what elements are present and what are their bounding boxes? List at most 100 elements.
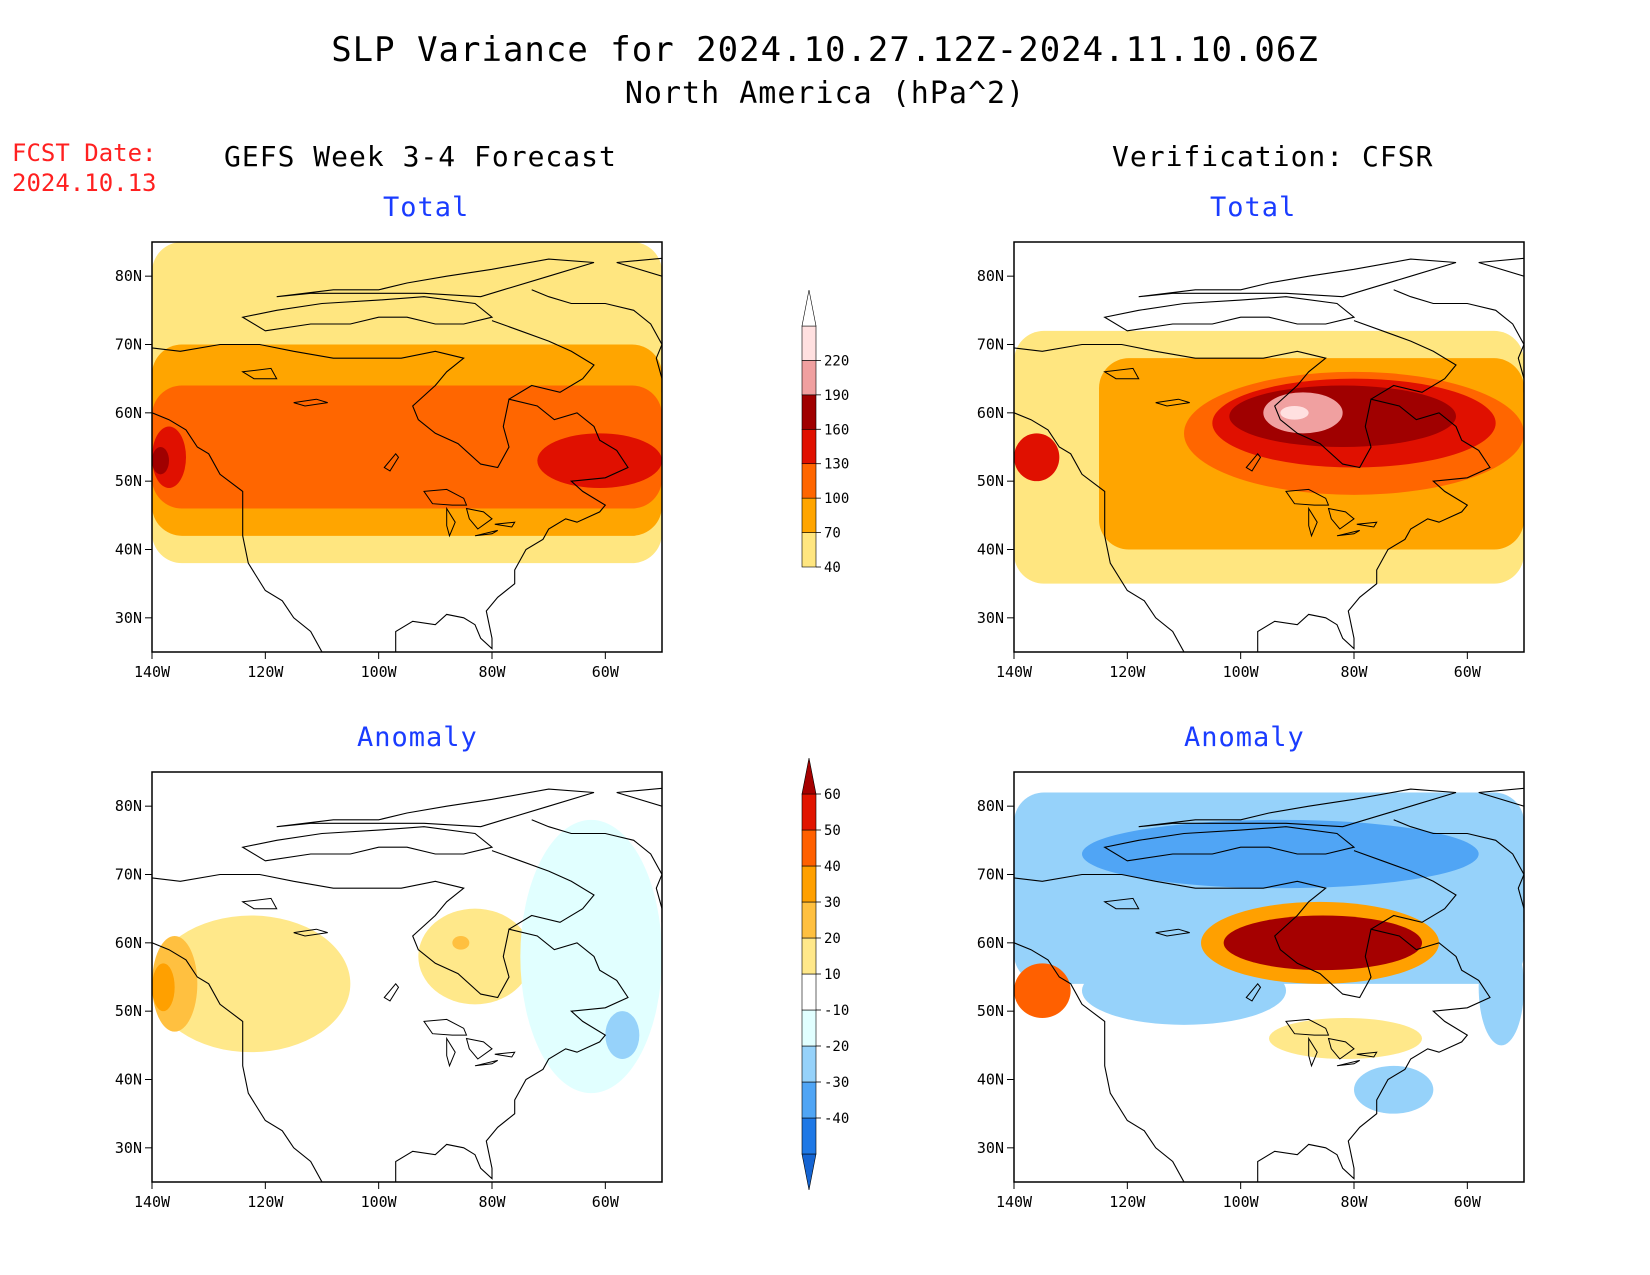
lake-outline [293, 928, 328, 937]
lake-outline [1336, 1059, 1360, 1067]
colorbar-label: 100 [824, 491, 849, 507]
colorbar-segment [801, 973, 817, 1011]
lat-tick-label: 40N [115, 541, 142, 559]
contour-region [152, 915, 351, 1053]
colorbar-label: 70 [824, 526, 841, 542]
lake-outline [1103, 897, 1140, 910]
lake-outline [1308, 506, 1318, 538]
forecast-date-block: FCST Date: 2024.10.13 [12, 138, 157, 198]
lat-tick-label: 70N [115, 866, 142, 884]
contour-region [152, 385, 662, 509]
arctic-island-outline [1138, 258, 1457, 298]
lake-outline [423, 1018, 468, 1036]
colorbar-label: -10 [824, 1003, 849, 1019]
hudson-strait-coast [491, 850, 595, 930]
map-panel-3 [1014, 772, 1524, 1182]
east-coastline [152, 873, 629, 1182]
lon-tick-label: 140W [134, 663, 171, 681]
colorbar-segment [801, 463, 817, 499]
lat-tick-label: 70N [115, 336, 142, 354]
colorbar-label: -30 [824, 1075, 849, 1091]
lat-tick-label: 30N [115, 1139, 142, 1157]
contour-region [1354, 1065, 1434, 1114]
contour-region [1082, 819, 1479, 889]
map-frame [151, 241, 663, 653]
anomaly-colorbar: -40 -30 -20 -10 10 20 30 40 50 60 [801, 757, 849, 1191]
contour-region [537, 433, 662, 488]
lake-outline [446, 1036, 456, 1068]
colorbar-label: 40 [824, 560, 841, 576]
lon-tick-label: 80W [478, 1193, 506, 1211]
colorbar-label: 50 [824, 823, 841, 839]
lon-tick-label: 140W [996, 663, 1033, 681]
left-column-heading: GEFS Week 3-4 Forecast [224, 140, 617, 173]
fcst-date-value: 2024.10.13 [12, 169, 157, 197]
lat-tick-label: 70N [977, 866, 1004, 884]
figure-subtitle: North America (hPa^2) [624, 76, 1026, 111]
lon-tick-label: 80W [1340, 663, 1368, 681]
contour-region [1014, 433, 1060, 482]
lat-tick-label: 50N [977, 472, 1004, 490]
contour-region [520, 819, 662, 1094]
lat-tick-label: 50N [115, 1002, 142, 1020]
colorbar-segment [801, 1009, 817, 1047]
map-panel-1 [1014, 242, 1524, 652]
lake-outline [1327, 507, 1355, 530]
colorbar-label: -40 [824, 1111, 849, 1127]
contour-region [418, 908, 532, 1005]
colorbar-label: 220 [824, 353, 849, 369]
colorbar-segment [801, 360, 817, 396]
east-coastline [1014, 873, 1491, 1182]
colorbar-segment [801, 865, 817, 903]
lake-outline [446, 506, 456, 538]
colorbar-segment [801, 1045, 817, 1083]
arctic-island-outline [276, 258, 595, 298]
colorbar-segment [801, 394, 817, 430]
lon-tick-label: 60W [1454, 663, 1482, 681]
contour-region [152, 447, 169, 475]
verification-anomaly-title: Anomaly [1184, 722, 1305, 753]
greenland-coast [531, 289, 662, 393]
west-coastline [152, 412, 323, 652]
lake-outline [1285, 488, 1330, 506]
forecast-total-title: Total [383, 192, 470, 223]
colorbar-segment [801, 428, 817, 465]
contour-region [1082, 956, 1286, 1025]
colorbar-segment [801, 937, 817, 975]
lat-tick-label: 70N [977, 336, 1004, 354]
lat-tick-label: 60N [115, 934, 142, 952]
lat-tick-label: 50N [977, 1002, 1004, 1020]
west-coastline [1014, 412, 1185, 652]
colorbar-segment [801, 497, 817, 533]
contour-region [452, 936, 470, 950]
hudson-strait-coast [1353, 850, 1457, 930]
colorbar-label: 60 [824, 787, 841, 803]
contour-region [152, 963, 175, 1012]
lon-tick-label: 120W [1109, 663, 1146, 681]
lon-tick-label: 120W [247, 1193, 284, 1211]
lake-outline [1356, 521, 1378, 528]
lake-outline [465, 1037, 493, 1060]
colorbar-label: 160 [824, 422, 849, 438]
lake-outline [1155, 928, 1190, 937]
lake-outline [383, 983, 400, 1002]
colorbar-segment [801, 1081, 817, 1119]
lake-outline [494, 521, 516, 528]
colorbar-segment [801, 901, 817, 939]
figure-title: SLP Variance for 2024.10.27.12Z-2024.11.… [331, 30, 1319, 70]
colorbar-segment [801, 793, 817, 831]
lon-tick-label: 120W [1109, 1193, 1146, 1211]
lon-tick-label: 100W [1223, 663, 1260, 681]
colorbar-label: 40 [824, 859, 841, 875]
lake-outline [423, 488, 468, 506]
right-column-heading: Verification: CFSR [1112, 140, 1434, 173]
lon-tick-label: 140W [134, 1193, 171, 1211]
colorbar-label: -20 [824, 1039, 849, 1055]
hudson-strait-coast [1353, 320, 1457, 400]
lake-outline [383, 453, 400, 472]
lon-tick-label: 100W [361, 663, 398, 681]
arctic-island-outline [1103, 826, 1356, 862]
map-frame [1013, 771, 1525, 1183]
lon-tick-label: 80W [1340, 1193, 1368, 1211]
